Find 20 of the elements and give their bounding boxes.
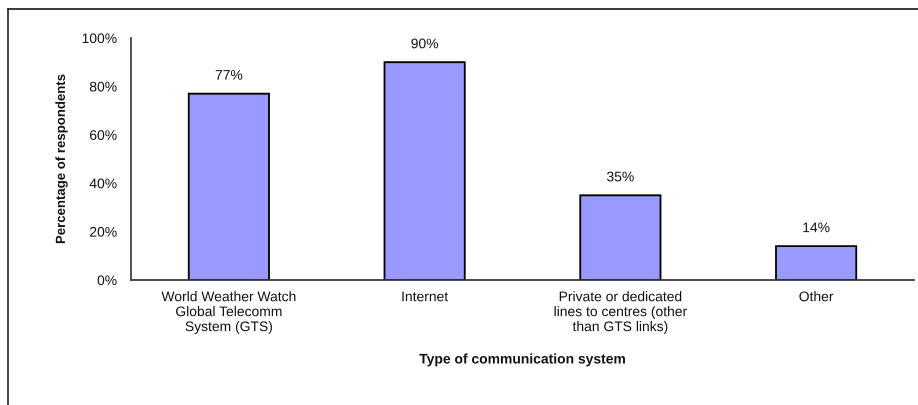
bar — [188, 92, 270, 280]
x-tick-label: World Weather Watch Global Telecomm System (GTS) — [162, 291, 296, 334]
bar — [384, 61, 466, 280]
bar — [775, 245, 858, 280]
y-tick-label: 0% — [98, 275, 117, 286]
x-axis-title: Type of communication system — [419, 353, 625, 366]
data-label: 14% — [803, 222, 830, 232]
x-tick-label: Internet — [402, 292, 448, 302]
data-label: 35% — [607, 172, 634, 182]
y-tick-label: 60% — [90, 130, 117, 140]
x-tick-label: Private or dedicated lines to centres (other than GTS links) — [554, 291, 687, 334]
y-axis-title: Percentage of respondents — [55, 74, 68, 244]
bar — [579, 194, 662, 280]
y-tick-label: 40% — [90, 178, 117, 188]
y-tick-label: 80% — [90, 82, 117, 92]
y-tick-label: 20% — [90, 226, 117, 237]
x-tick-label: Other — [799, 291, 834, 302]
data-label: 77% — [216, 70, 242, 80]
data-label: 90% — [411, 38, 438, 48]
y-tick-label: 100% — [82, 33, 117, 44]
